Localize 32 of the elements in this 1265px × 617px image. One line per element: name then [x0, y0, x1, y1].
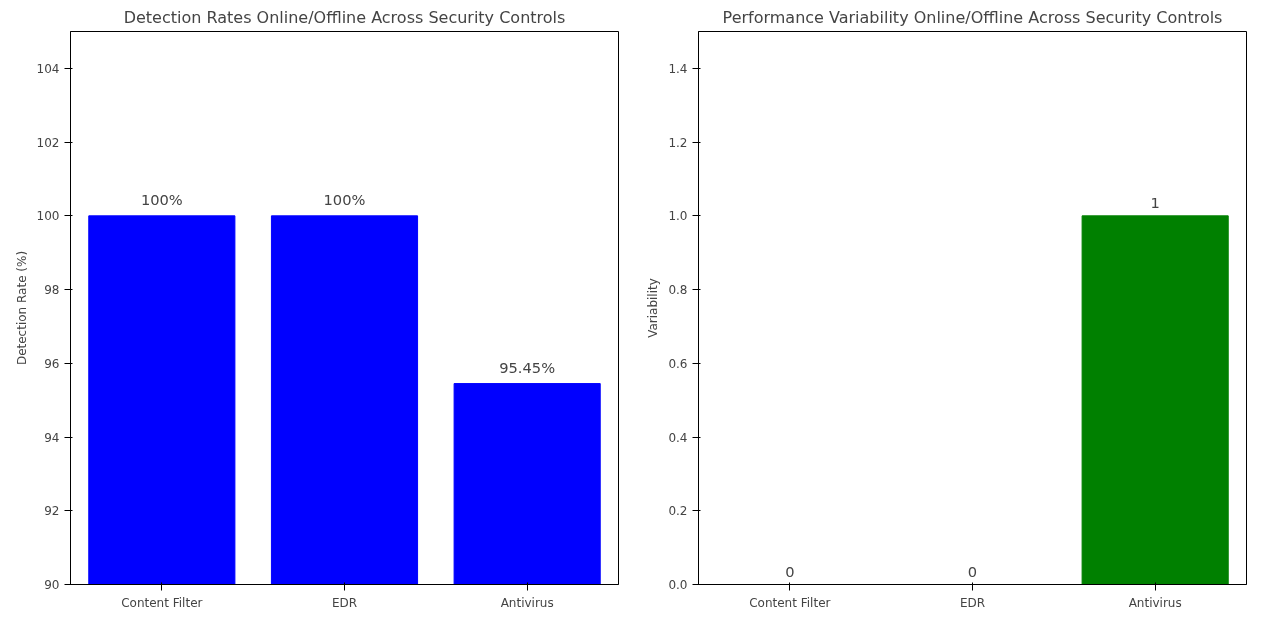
x-tick-label: EDR: [331, 595, 358, 610]
y-tick-label: 0.8: [668, 283, 688, 298]
y-tick-label: 1.2: [668, 135, 688, 150]
y-tick-label: 100: [36, 209, 60, 224]
y-tick-label: 1.0: [668, 209, 688, 224]
x-tick-label: Content Filter: [749, 595, 831, 610]
chart-title: Detection Rates Online/Offline Across Security Controls: [123, 7, 566, 27]
data-label: 95.45%: [499, 358, 556, 376]
y-tick-label: 94: [44, 430, 60, 445]
x-tick-label: EDR: [959, 595, 986, 610]
y-tick-label: 0.6: [668, 356, 688, 371]
x-tick-label: Content Filter: [121, 595, 203, 610]
y-tick-label: 96: [44, 356, 60, 371]
data-label: 100%: [140, 190, 183, 208]
y-axis-title: Detection Rate (%): [14, 250, 29, 366]
chart-title: Performance Variability Online/Offline Across Security Controls: [722, 7, 1223, 27]
y-tick-label: 0.4: [668, 430, 688, 445]
data-label: 1: [1150, 193, 1160, 211]
data-label: 0: [785, 562, 795, 580]
y-tick-label: 104: [36, 61, 60, 76]
y-axis-title: Variability: [646, 278, 661, 338]
x-tick-label: Antivirus: [1128, 595, 1182, 610]
y-tick-label: 0.2: [668, 504, 688, 519]
data-label: 0: [967, 562, 978, 580]
y-tick-label: 1.4: [668, 61, 688, 76]
y-tick-label: 92: [44, 504, 60, 519]
y-tick-label: 0.0: [668, 578, 688, 592]
y-tick-label: 98: [44, 283, 60, 298]
y-tick-label: 90: [44, 578, 60, 592]
data-label: 100%: [323, 190, 366, 208]
y-tick-label: 102: [36, 135, 60, 150]
x-tick-label: Antivirus: [500, 595, 554, 610]
